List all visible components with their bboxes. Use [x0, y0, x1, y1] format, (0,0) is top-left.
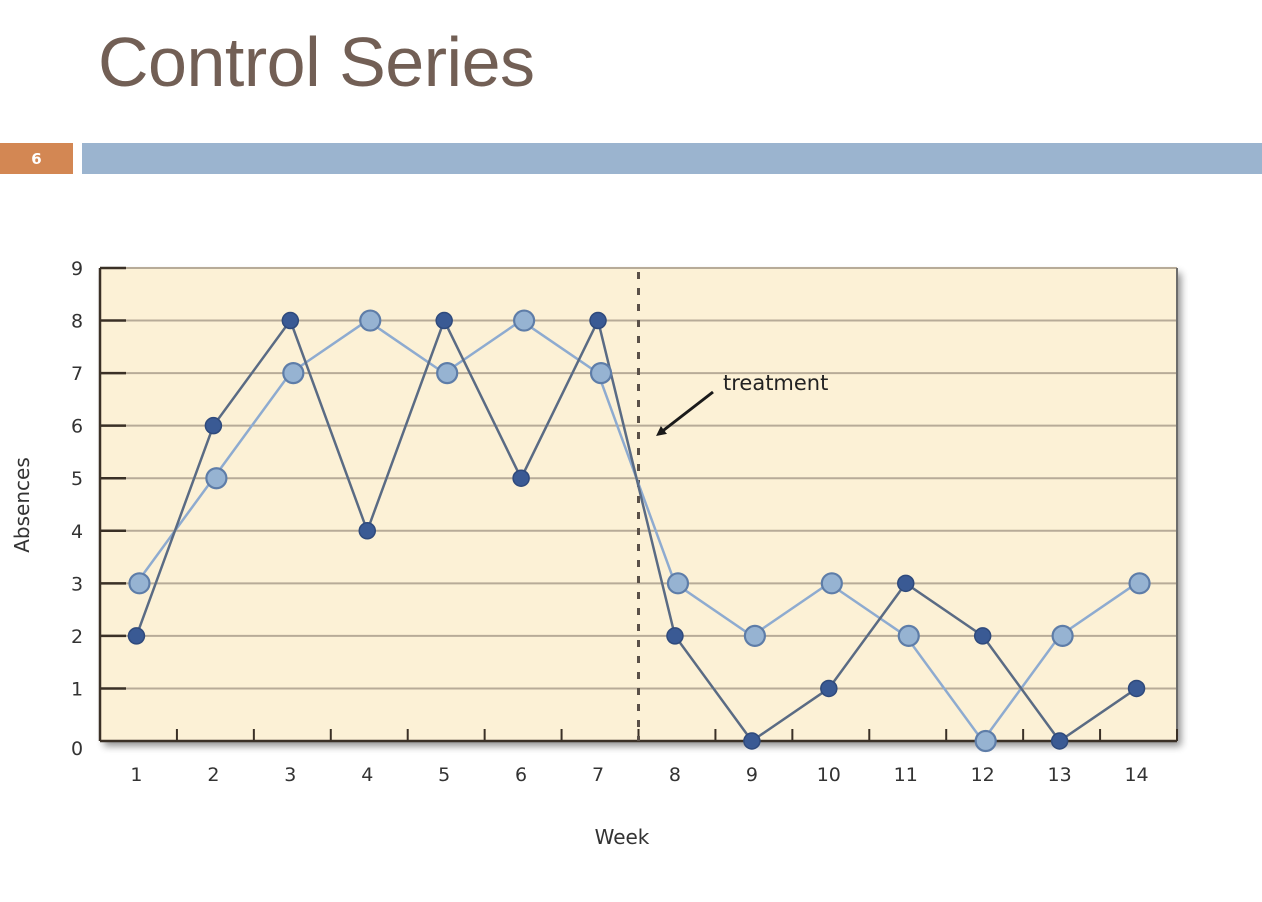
- y-tick-label: 2: [71, 626, 83, 648]
- y-tick-label: 6: [71, 416, 83, 438]
- data-point-marker: [512, 469, 530, 487]
- x-tick-label: 7: [592, 764, 604, 786]
- y-tick-label: 5: [71, 468, 83, 490]
- slide-title: Control Series: [98, 23, 535, 101]
- data-point-marker: [743, 732, 761, 750]
- y-tick-label: 3: [71, 573, 83, 595]
- slide-number: 6: [0, 143, 73, 174]
- x-tick-label: 4: [361, 764, 373, 786]
- data-point-marker: [359, 309, 382, 332]
- series-line: [135, 316, 1138, 743]
- y-tick-label: 0: [71, 738, 83, 760]
- treatment-label: treatment: [723, 371, 828, 395]
- title-accent-bar: [82, 143, 1262, 174]
- y-axis-label: Absences: [10, 457, 34, 553]
- data-point-marker: [820, 679, 838, 698]
- x-tick-label: 3: [284, 764, 296, 786]
- x-tick-label: 5: [438, 764, 450, 786]
- data-point-marker: [973, 627, 992, 645]
- arrow-icon: [656, 390, 714, 437]
- data-series: [127, 309, 1151, 753]
- x-tick-label: 12: [971, 764, 995, 786]
- x-axis: 1 2 3 4 5 6 7 8 9 10 11 12 13 14: [100, 268, 1178, 786]
- data-point-marker: [897, 624, 920, 647]
- x-tick-label: 6: [515, 764, 527, 786]
- data-point-marker: [666, 572, 690, 595]
- y-axis: 0 1 2 3 4 5 6 7 8 9: [71, 258, 126, 760]
- data-point-marker: [666, 627, 684, 645]
- data-point-marker: [1127, 679, 1146, 698]
- x-tick-label: 10: [817, 764, 841, 786]
- y-tick-label: 8: [71, 311, 83, 333]
- x-axis-label: Week: [595, 825, 650, 849]
- data-point-marker: [204, 416, 223, 435]
- x-tick-label: 11: [894, 764, 918, 786]
- y-tick-label: 9: [71, 258, 83, 280]
- y-tick-label: 7: [71, 363, 83, 385]
- data-point-marker: [820, 572, 843, 595]
- data-point-marker: [743, 624, 766, 647]
- x-tick-label: 1: [130, 764, 142, 786]
- y-tick-label: 4: [71, 521, 83, 543]
- data-point-marker: [128, 572, 151, 595]
- data-point-marker: [281, 311, 300, 330]
- data-point-marker: [1050, 732, 1069, 750]
- treatment-annotation: treatment: [637, 272, 828, 741]
- x-tick-label: 9: [746, 764, 758, 786]
- data-point-marker: [435, 311, 453, 330]
- data-point-marker: [589, 311, 607, 330]
- data-point-marker: [358, 522, 376, 540]
- data-point-marker: [127, 627, 146, 645]
- data-point-marker: [513, 309, 536, 332]
- data-point-marker: [974, 729, 997, 753]
- x-tick-label: 2: [207, 764, 219, 786]
- x-tick-label: 13: [1048, 764, 1072, 786]
- data-point-marker: [205, 467, 228, 490]
- data-point-marker: [1051, 624, 1074, 647]
- data-point-marker: [436, 362, 459, 385]
- data-point-marker: [589, 362, 613, 385]
- x-tick-label: 8: [669, 764, 681, 786]
- data-point-marker: [897, 574, 915, 593]
- x-tick-label: 14: [1124, 764, 1148, 786]
- y-tick-label: 1: [71, 678, 83, 700]
- data-point-marker: [282, 362, 305, 385]
- data-point-marker: [1128, 572, 1151, 595]
